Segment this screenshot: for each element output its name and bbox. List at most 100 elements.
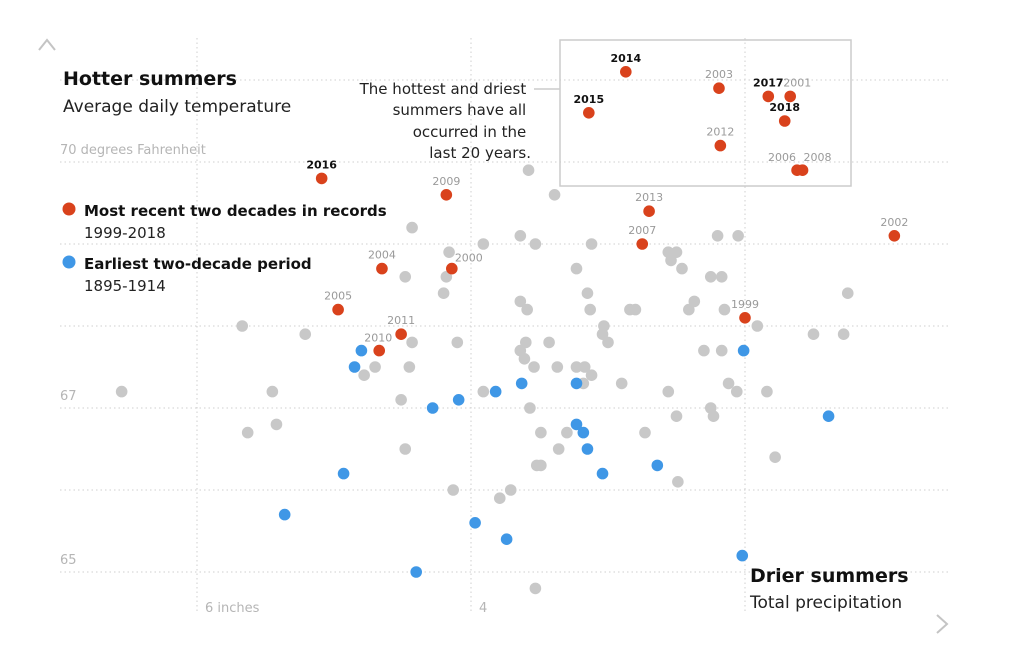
- point-earliest-period: [737, 344, 750, 357]
- point-recent-decades: [762, 90, 775, 103]
- point-other-year: [522, 164, 535, 176]
- point-earliest-period: [581, 443, 594, 455]
- point-earliest-period: [822, 410, 835, 423]
- point-recent-decades: [332, 303, 344, 316]
- point-earliest-period: [570, 377, 583, 390]
- legend-sublabel-earliest: 1895-1914: [84, 277, 166, 295]
- point-earliest-period: [452, 394, 465, 406]
- point-other-year: [399, 443, 412, 455]
- legend: Most recent two decades in records 1999-…: [62, 202, 387, 295]
- point-labels: 2014 2015 2003 2017 2001 2018 2012 2006 2008 2016…: [306, 52, 908, 345]
- point-other-year: [266, 385, 279, 398]
- point-year-label: 2007: [628, 224, 656, 237]
- point-other-year: [751, 320, 764, 332]
- point-earliest-period: [736, 549, 749, 562]
- x-tick-label: 6 inches: [205, 601, 260, 616]
- point-recent-decades: [395, 328, 407, 341]
- data-points: [115, 66, 901, 595]
- point-year-label: 2013: [635, 191, 663, 204]
- point-earliest-period: [500, 533, 513, 545]
- point-other-year: [639, 426, 651, 439]
- legend-marker-recent: [62, 202, 76, 216]
- point-recent-decades: [643, 205, 655, 217]
- point-other-year: [707, 410, 720, 423]
- point-year-label: 2012: [706, 126, 734, 139]
- point-other-year: [585, 369, 598, 382]
- point-other-year: [493, 492, 506, 505]
- point-other-year: [730, 385, 743, 398]
- point-other-year: [514, 230, 527, 242]
- point-earliest-period: [355, 344, 368, 357]
- point-other-year: [665, 254, 677, 267]
- point-other-year: [241, 426, 254, 439]
- point-other-year: [841, 287, 854, 300]
- point-year-label: 2002: [880, 216, 908, 229]
- point-other-year: [535, 459, 547, 472]
- point-other-year: [722, 377, 735, 390]
- point-earliest-period: [426, 402, 439, 414]
- point-year-label: 2004: [368, 249, 396, 262]
- annotation-line: last 20 years.: [429, 144, 531, 162]
- point-year-label: 2006: [768, 151, 796, 164]
- point-other-year: [548, 189, 561, 201]
- point-year-label: 2010: [364, 332, 392, 345]
- point-earliest-period: [651, 459, 664, 472]
- point-other-year: [578, 361, 591, 373]
- point-other-year: [715, 271, 728, 283]
- point-other-year: [403, 361, 416, 373]
- annotation-line: The hottest and driest: [359, 80, 527, 98]
- point-other-year: [518, 353, 531, 365]
- point-recent-decades: [620, 66, 632, 78]
- point-year-label: 2014: [610, 52, 641, 65]
- point-other-year: [711, 230, 724, 242]
- point-year-label: 1999: [731, 298, 759, 311]
- point-year-label: 2016: [306, 158, 337, 171]
- point-year-label: 2003: [705, 68, 733, 81]
- point-recent-decades: [583, 107, 595, 119]
- point-earliest-period: [348, 361, 361, 373]
- point-other-year: [584, 303, 596, 316]
- point-other-year: [732, 230, 744, 242]
- point-other-year: [440, 271, 453, 283]
- point-other-year: [358, 369, 370, 382]
- point-other-year: [602, 336, 614, 349]
- annotation-text: The hottest and driest summers have all …: [359, 80, 531, 162]
- point-other-year: [683, 303, 695, 316]
- point-other-year: [837, 328, 850, 341]
- point-other-year: [769, 451, 781, 464]
- point-other-year: [585, 238, 598, 250]
- point-other-year: [761, 385, 773, 398]
- point-other-year: [437, 287, 450, 300]
- point-other-year: [524, 402, 536, 414]
- point-other-year: [406, 336, 418, 349]
- point-other-year: [552, 443, 565, 455]
- point-other-year: [529, 238, 542, 250]
- point-other-year: [807, 328, 820, 341]
- point-other-year: [520, 336, 532, 349]
- point-recent-decades: [446, 262, 458, 275]
- point-other-year: [672, 476, 684, 488]
- point-year-label: 2001: [783, 76, 811, 89]
- point-other-year: [406, 221, 418, 234]
- point-year-label: 2005: [324, 290, 352, 303]
- point-other-year: [236, 320, 249, 332]
- point-other-year: [451, 336, 464, 349]
- point-other-year: [395, 394, 407, 406]
- point-other-year: [447, 484, 459, 496]
- point-earliest-period: [469, 517, 481, 529]
- annotation-line: occurred in the: [413, 123, 527, 141]
- y-tick-label: 70 degrees Fahrenheit: [60, 143, 206, 158]
- x-axis-title: Drier summers: [750, 565, 909, 587]
- point-year-label: 2008: [804, 151, 832, 164]
- point-year-label: 2015: [574, 93, 605, 106]
- point-other-year: [521, 303, 533, 316]
- legend-label-earliest: Earliest two-decade period: [84, 255, 312, 273]
- point-other-year: [629, 303, 642, 316]
- y-axis-title: Hotter summers: [63, 68, 237, 90]
- point-recent-decades: [636, 238, 649, 250]
- x-tick-label: 4: [479, 601, 487, 616]
- point-other-year: [715, 344, 728, 357]
- point-other-year: [535, 426, 547, 439]
- point-recent-decades: [778, 115, 791, 127]
- point-other-year: [543, 336, 555, 349]
